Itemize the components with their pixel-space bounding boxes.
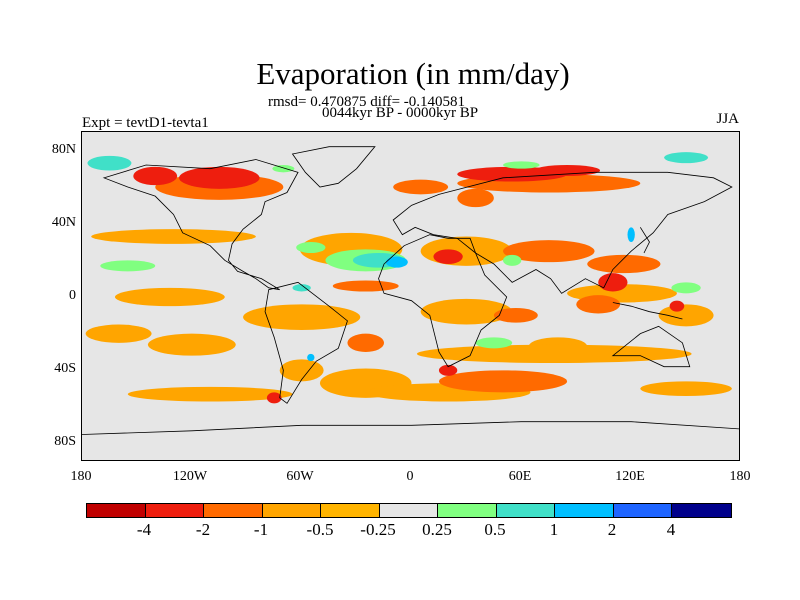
colorbar-box [87, 504, 146, 517]
rmsd-diff-stats: rmsd= 0.470875 diff= -0.140581 [268, 94, 466, 110]
x-tick-label: 180 [729, 469, 751, 484]
colorbar-label: -0.25 [360, 520, 396, 539]
colorbar-label: 1 [549, 520, 559, 539]
y-tick-label: 40N [51, 215, 76, 230]
y-tick-label: 80S [54, 434, 76, 449]
colorbar-label: 0.25 [422, 520, 452, 539]
colorbar-label: -2 [195, 520, 211, 539]
colorbar-box [672, 504, 731, 517]
y-tick-label: 40S [54, 361, 76, 376]
y-tick-label: 80N [51, 142, 76, 157]
colorbar [86, 503, 732, 518]
colorbar-box [555, 504, 614, 517]
colorbar-box [438, 504, 497, 517]
x-tick-label: 60W [286, 469, 314, 484]
colorbar-box [262, 504, 321, 517]
x-tick-label: 0 [406, 469, 414, 484]
colorbar-label: -0.5 [306, 520, 334, 539]
x-tick-label: 60E [508, 469, 532, 484]
coastlines [82, 146, 739, 435]
plot-title: Evaporation (in mm/day) [256, 56, 570, 91]
colorbar-box [613, 504, 672, 517]
time-period-label: 0044kyr BP - 0000kyr BP [322, 105, 479, 121]
experiment-label: Expt = tevtD1-tevta1 [82, 115, 209, 131]
colorbar-box [321, 504, 380, 517]
season-label: JJA [716, 111, 739, 127]
strong-negative-anomaly-regions [133, 165, 685, 404]
x-tick-label: 120W [172, 469, 208, 484]
colorbar-label: 2 [607, 520, 617, 539]
colorbar-box [145, 504, 204, 517]
colorbar-box [204, 504, 263, 517]
strong-positive-anomaly-regions [307, 227, 635, 362]
colorbar-label: -4 [136, 520, 152, 539]
colorbar-label: 4 [666, 520, 676, 539]
y-tick-label: 0 [69, 288, 76, 303]
positive-anomaly-regions [87, 152, 709, 292]
x-tick-label: 180 [70, 469, 92, 484]
x-tick-label: 120E [615, 469, 645, 484]
map-plot-area [81, 131, 740, 461]
colorbar-box [496, 504, 555, 517]
colorbar-label: -1 [253, 520, 269, 539]
colorbar-label: 0.5 [484, 520, 506, 539]
colorbar-box [379, 504, 438, 517]
evaporation-field-map [82, 132, 739, 460]
